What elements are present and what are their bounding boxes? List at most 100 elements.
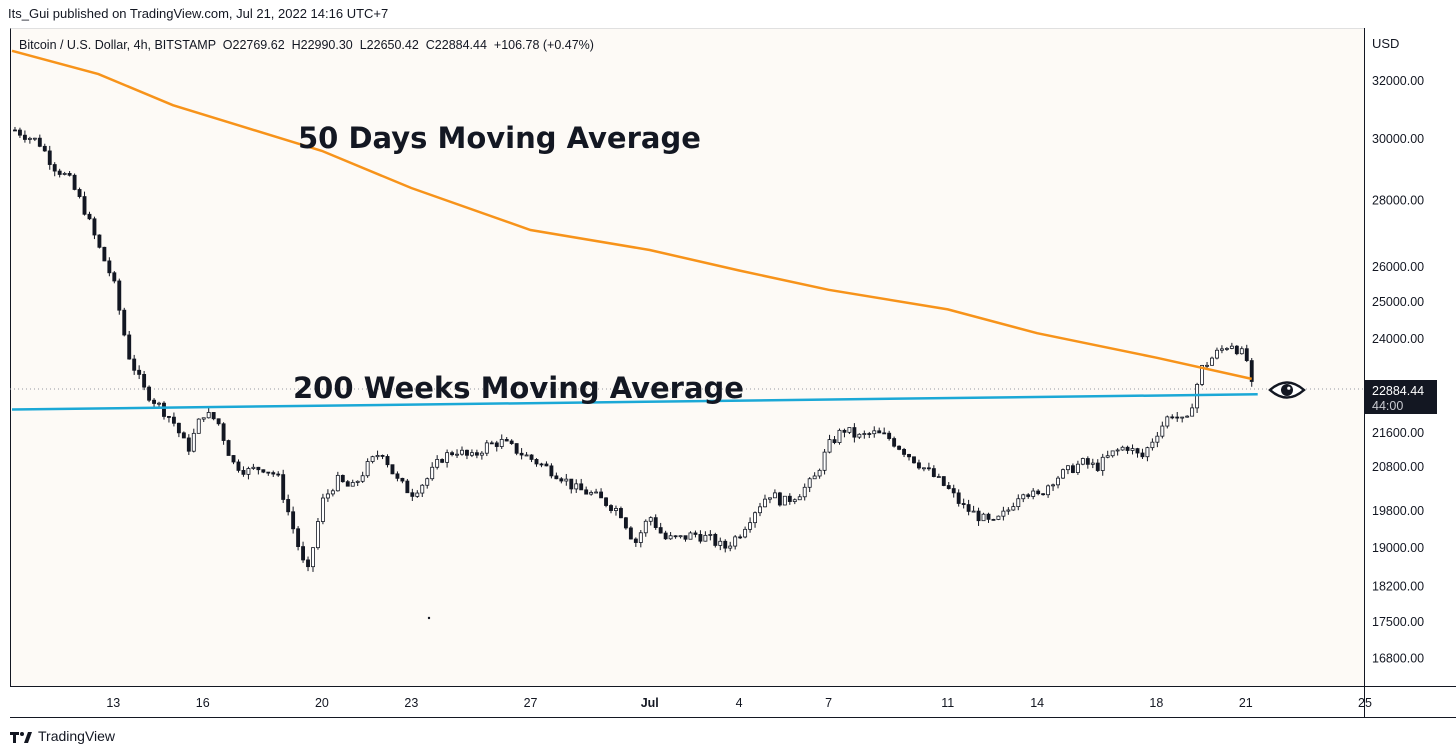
- candle: [137, 365, 142, 380]
- published-by: Its_Gui published on TradingView.com, Ju…: [8, 6, 389, 21]
- x-tick-label: 4: [736, 696, 743, 710]
- candle: [559, 477, 564, 484]
- candle: [460, 446, 464, 456]
- candle: [693, 530, 698, 538]
- candle: [827, 434, 832, 454]
- candle: [1219, 345, 1224, 354]
- ma50-line: [11, 49, 1252, 381]
- candle: [713, 532, 718, 548]
- candle: [509, 439, 514, 445]
- candle: [921, 467, 926, 472]
- candle: [514, 443, 519, 456]
- candle: [316, 518, 320, 550]
- candle: [291, 506, 296, 534]
- candle: [97, 234, 102, 249]
- chart-area[interactable]: [10, 28, 1365, 687]
- candle: [817, 468, 822, 479]
- x-tick-label: 7: [825, 696, 832, 710]
- candle: [1135, 447, 1140, 458]
- tradingview-logo[interactable]: TradingView: [10, 728, 115, 744]
- candle: [385, 454, 390, 468]
- candle: [862, 430, 867, 439]
- currency-label: USD: [1372, 36, 1400, 51]
- candle: [271, 470, 276, 477]
- candle: [32, 137, 37, 142]
- candle: [887, 430, 892, 441]
- candle: [847, 427, 852, 435]
- candle: [102, 246, 107, 262]
- candle: [926, 462, 931, 471]
- candle: [832, 436, 837, 445]
- candle: [484, 440, 489, 457]
- candle: [1006, 507, 1011, 515]
- candle: [450, 450, 455, 457]
- candle: [772, 489, 777, 499]
- candle: [1110, 450, 1115, 458]
- candle: [405, 478, 410, 494]
- candle: [544, 461, 549, 467]
- candle: [1180, 416, 1185, 423]
- candle: [162, 401, 166, 420]
- candle: [499, 434, 504, 449]
- candle: [325, 489, 330, 502]
- candle: [1125, 445, 1130, 454]
- candle: [797, 494, 802, 501]
- candle: [569, 478, 574, 494]
- annotation-ma200w: 200 Weeks Moving Average: [293, 371, 744, 405]
- candle: [504, 437, 509, 442]
- candle: [107, 257, 112, 277]
- candle: [1105, 450, 1110, 459]
- candle: [320, 493, 325, 525]
- legend-high: H22990.30: [291, 38, 353, 52]
- candle: [1224, 347, 1229, 351]
- candle: [330, 488, 335, 497]
- candle: [400, 477, 405, 484]
- candle: [1239, 346, 1244, 355]
- price-axis[interactable]: [1364, 28, 1456, 686]
- candle: [683, 535, 688, 542]
- candle: [658, 522, 663, 534]
- candle: [410, 488, 415, 501]
- candle: [1021, 493, 1026, 503]
- candle: [1056, 475, 1060, 489]
- candle: [539, 462, 544, 468]
- candle: [1140, 448, 1145, 459]
- candle: [455, 449, 459, 458]
- candle: [340, 474, 345, 483]
- candle: [524, 452, 529, 457]
- candle: [698, 530, 703, 544]
- candle: [961, 498, 966, 509]
- candle: [549, 463, 554, 479]
- eye-icon[interactable]: [1268, 381, 1306, 399]
- candle: [52, 162, 57, 177]
- candle: [1175, 412, 1180, 422]
- candle: [1001, 506, 1006, 521]
- candle: [1080, 457, 1085, 466]
- candle: [82, 191, 87, 216]
- axis-corner: [1364, 686, 1456, 718]
- y-tick-label: 19800.00: [1372, 504, 1424, 518]
- candle: [738, 534, 743, 540]
- candle: [614, 505, 618, 516]
- candle: [1160, 421, 1165, 439]
- candle: [196, 418, 201, 434]
- tradingview-logo-icon: [10, 732, 32, 743]
- candle: [837, 428, 842, 445]
- candle: [216, 418, 221, 426]
- candle: [1234, 345, 1239, 356]
- candle: [286, 494, 291, 516]
- candle: [594, 488, 599, 494]
- x-tick-label: 18: [1149, 696, 1163, 710]
- candle: [117, 278, 122, 315]
- candle: [365, 458, 370, 478]
- y-tick-label: 16800.00: [1372, 651, 1424, 665]
- candle: [981, 512, 986, 522]
- candle: [13, 126, 17, 132]
- candle: [181, 431, 186, 439]
- candle: [619, 506, 623, 519]
- candle: [743, 526, 748, 539]
- candle: [931, 465, 936, 478]
- symbol-legend: Bitcoin / U.S. Dollar, 4h, BITSTAMP O227…: [19, 38, 594, 52]
- time-axis[interactable]: [10, 686, 1364, 718]
- y-tick-label: 30000.00: [1372, 132, 1424, 146]
